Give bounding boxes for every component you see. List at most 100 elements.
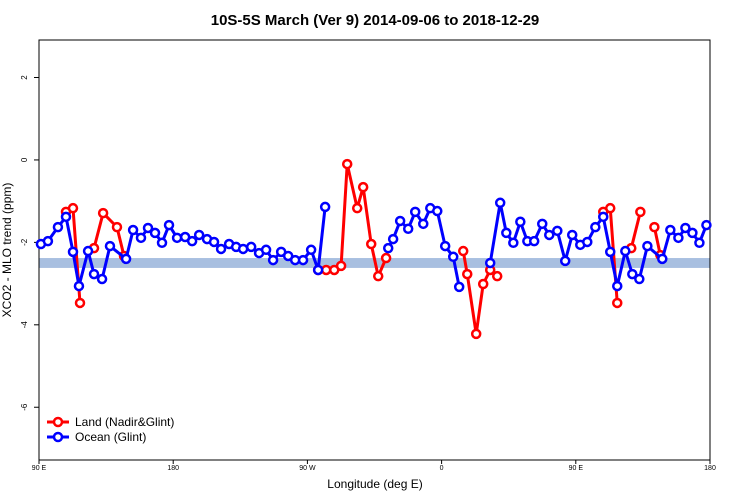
- data-point: [402, 223, 414, 235]
- data-point: [687, 227, 698, 239]
- data-point: [508, 237, 519, 249]
- data-point: [73, 280, 85, 292]
- plot-frame: [38, 39, 711, 461]
- data-point: [620, 245, 631, 257]
- data-point: [365, 238, 377, 250]
- x-tick-label: 90 E: [569, 465, 584, 472]
- data-point: [484, 257, 496, 269]
- data-point: [477, 278, 489, 290]
- data-point: [156, 237, 168, 249]
- data-point: [111, 221, 123, 233]
- data-point: [335, 260, 347, 272]
- data-point: [612, 297, 623, 309]
- legend-label: Land (Nadir&Glint): [75, 415, 174, 429]
- data-point: [515, 216, 526, 228]
- data-point: [149, 227, 161, 239]
- data-point: [394, 215, 406, 227]
- legend-marker: [52, 431, 64, 443]
- data-point: [453, 281, 465, 293]
- data-point: [470, 328, 482, 340]
- data-point: [142, 222, 154, 234]
- x-tick-label: 0: [440, 465, 444, 472]
- data-point: [649, 221, 660, 233]
- data-point: [163, 219, 175, 231]
- data-point: [552, 225, 563, 237]
- y-tick-label: -6: [20, 403, 29, 411]
- data-point: [665, 224, 676, 236]
- data-point: [559, 255, 571, 267]
- data-point: [74, 297, 86, 309]
- x-axis-label: Longitude (deg E): [327, 477, 422, 491]
- data-point: [237, 243, 249, 255]
- data-point: [319, 201, 331, 213]
- data-point: [312, 264, 324, 276]
- data-point: [260, 244, 272, 256]
- data-point: [127, 224, 139, 236]
- data-point: [701, 219, 712, 231]
- data-point: [380, 252, 392, 264]
- data-point: [372, 270, 384, 282]
- chart-title: 10S-5S March (Ver 9) 2014-09-06 to 2018-…: [211, 12, 540, 29]
- data-point: [635, 206, 646, 218]
- data-point: [491, 270, 503, 282]
- data-point: [657, 253, 668, 265]
- data-point: [193, 229, 205, 241]
- y-tick-label: 0: [20, 157, 29, 162]
- data-point: [582, 236, 593, 248]
- data-point: [673, 232, 684, 244]
- data-point: [67, 202, 79, 214]
- data-point: [409, 206, 421, 218]
- data-point: [457, 245, 469, 257]
- legend-label: Ocean (Glint): [75, 430, 146, 444]
- data-point: [67, 246, 79, 258]
- data-point: [680, 222, 691, 234]
- data-point: [297, 254, 309, 266]
- data-point: [104, 240, 116, 252]
- data-point: [208, 236, 220, 248]
- data-point: [494, 197, 506, 209]
- data-point: [82, 245, 94, 257]
- data-point: [439, 240, 451, 252]
- data-point: [341, 158, 353, 170]
- data-point: [387, 233, 399, 245]
- data-point: [501, 227, 512, 239]
- data-point: [171, 232, 183, 244]
- data-point: [88, 268, 100, 280]
- data-point: [42, 235, 54, 247]
- data-point: [627, 268, 638, 280]
- data-point: [537, 218, 548, 230]
- data-point: [120, 253, 132, 265]
- data-point: [597, 211, 609, 223]
- x-tick-label: 90 E: [32, 465, 47, 472]
- data-point: [97, 207, 109, 219]
- data-point: [245, 241, 257, 253]
- data-point: [642, 240, 653, 252]
- data-point: [351, 202, 363, 214]
- x-tick-label: 180: [167, 465, 179, 472]
- data-point: [528, 235, 540, 247]
- legend-marker: [52, 416, 64, 428]
- y-tick-label: -4: [20, 321, 29, 329]
- data-point: [320, 264, 332, 276]
- data-point: [96, 273, 108, 285]
- data-point: [135, 232, 147, 244]
- x-tick-label: 180: [704, 465, 716, 472]
- data-point: [267, 254, 279, 266]
- data-point: [418, 218, 429, 230]
- x-tick-label: 90 W: [299, 465, 316, 472]
- data-point: [382, 242, 394, 254]
- data-point: [544, 229, 555, 241]
- data-point: [612, 280, 623, 292]
- y-tick-label: 2: [20, 75, 29, 80]
- data-point: [447, 251, 459, 263]
- data-point: [604, 246, 616, 258]
- data-point: [634, 273, 645, 285]
- data-point: [52, 221, 64, 233]
- data-point: [694, 237, 705, 249]
- data-point: [461, 268, 473, 280]
- y-axis-label: XCO2 - MLO trend (ppm): [0, 183, 14, 318]
- data-point: [357, 181, 369, 193]
- data-point: [186, 235, 198, 247]
- data-point: [60, 211, 72, 223]
